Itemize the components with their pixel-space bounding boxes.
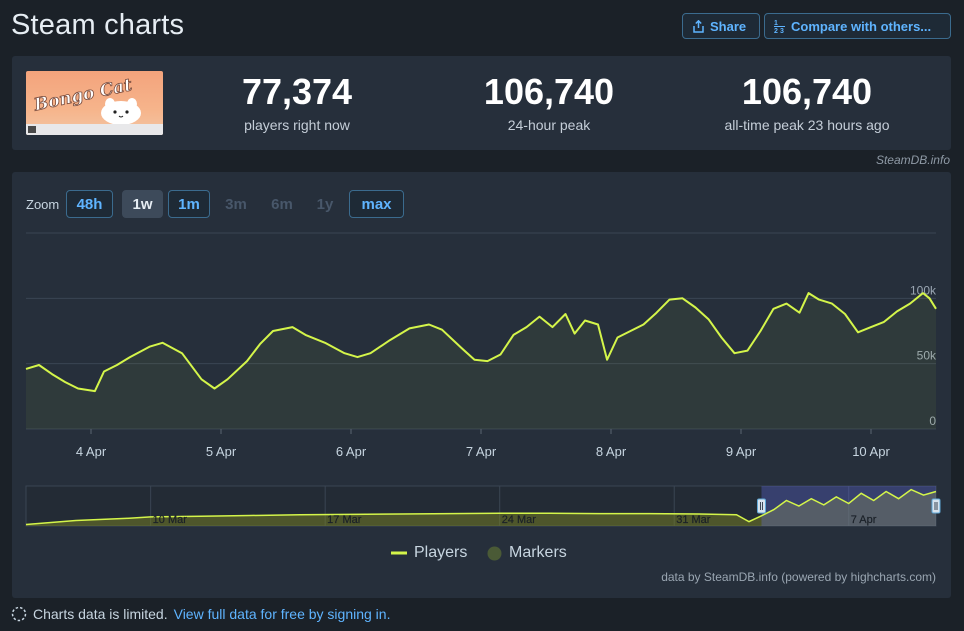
legend-players-swatch (391, 551, 407, 555)
legend-markers-swatch (487, 546, 502, 560)
stat-alltime-peak-value: 106,740 (741, 71, 873, 112)
x-tick-label: 4 Apr (76, 444, 107, 459)
zoom-48h-button[interactable]: 48h (66, 190, 113, 218)
y-tick-label: 100k (910, 283, 937, 297)
navigator-background (25, 485, 937, 527)
fraction-icon: 1 2 3 (774, 20, 785, 33)
stat-24h-peak-label: 24-hour peak (507, 117, 591, 133)
zoom-1m-button[interactable]: 1m (168, 190, 210, 218)
y-tick-label: 0 (929, 414, 936, 428)
stat-current-value: 77,374 (241, 71, 353, 112)
navigator-selection (761, 486, 936, 526)
navigator-series-line (25, 488, 937, 526)
share-button[interactable]: Share (682, 13, 760, 39)
zoom-label: Zoom (26, 197, 60, 212)
limited-data-icon (11, 606, 27, 622)
compare-button[interactable]: 1 2 3 Compare with others... (764, 13, 951, 39)
zoom-1w-button[interactable]: 1w (122, 190, 163, 218)
page-title: Steam charts (11, 9, 185, 41)
navigator-tick-label: 10 Mar (153, 514, 188, 526)
players-series-line (25, 292, 937, 393)
stat-24h-peak: 106,740 24-hour peak (459, 71, 639, 134)
stat-alltime-peak: 106,740 all-time peak 23 hours ago (702, 71, 912, 134)
share-icon (693, 19, 704, 33)
navigator-tick-label: 31 Mar (676, 514, 711, 526)
compare-label: Compare with others... (791, 18, 932, 34)
navigator-area (26, 489, 936, 526)
x-tick-label: 7 Apr (466, 444, 497, 459)
game-header-image[interactable]: Bongo Cat (26, 71, 163, 135)
svg-text:3: 3 (780, 28, 784, 33)
svg-text:2: 2 (774, 28, 778, 33)
zoom-6m-button[interactable]: 6m (271, 195, 293, 213)
zoom-1y-button[interactable]: 1y (316, 195, 334, 213)
navigator-handle[interactable] (931, 498, 941, 514)
x-tick-label: 8 Apr (596, 444, 627, 459)
stats-panel: Bongo Cat 77,374 players right now 106,7… (12, 56, 951, 150)
players-chart[interactable]: 0 50k 100k 4 Apr 5 Apr 6 Apr 7 Apr 8 Apr 9 Apr 10… (12, 172, 951, 598)
navigator-tick-label: 24 Mar (502, 514, 537, 526)
legend-players-label: Players (414, 544, 468, 561)
footer-note: Charts data is limited. View full data f… (11, 606, 390, 622)
x-tick-label: 5 Apr (206, 444, 237, 459)
steamdb-credit[interactable]: SteamDB.info (875, 153, 950, 167)
stat-current: 77,374 players right now (217, 71, 377, 134)
legend-markers[interactable]: Markers (487, 544, 567, 562)
bongo-cat-artwork: Bongo Cat (26, 75, 163, 135)
legend-players[interactable]: Players (391, 544, 467, 562)
x-tick-label: 9 Apr (726, 444, 757, 459)
zoom-max-button[interactable]: max (349, 190, 404, 218)
sign-in-link[interactable]: View full data for free by signing in. (173, 606, 391, 622)
zoom-3m-button[interactable]: 3m (225, 195, 247, 213)
stat-alltime-peak-label: all-time peak 23 hours ago (724, 117, 890, 133)
svg-text:1: 1 (774, 20, 778, 27)
legend-markers-label: Markers (509, 544, 567, 561)
share-label: Share (710, 18, 747, 34)
stat-24h-peak-value: 106,740 (483, 71, 615, 112)
navigator-tick-label: 17 Mar (327, 514, 362, 526)
x-tick-label: 6 Apr (336, 444, 367, 459)
navigator-tick-label: 7 Apr (851, 514, 877, 526)
navigator-handle[interactable] (756, 498, 766, 514)
y-tick-label: 50k (917, 349, 937, 363)
x-tick-label: 10 Apr (852, 444, 890, 459)
footer-text: Charts data is limited. (33, 606, 168, 622)
chart-card: Zoom 48h 1w 1m 3m 6m 1y max 0 50k 100k 4 Ap… (12, 172, 951, 598)
stat-current-label: players right now (244, 117, 350, 133)
highcharts-credit[interactable]: data by SteamDB.info (powered by highcha… (661, 570, 936, 584)
